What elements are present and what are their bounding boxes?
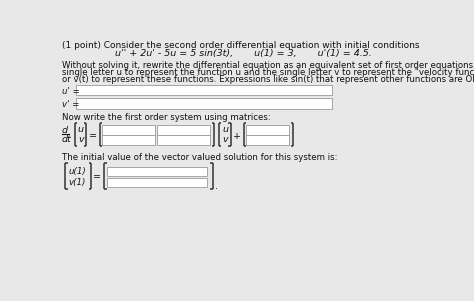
FancyBboxPatch shape — [76, 85, 332, 95]
FancyBboxPatch shape — [246, 135, 289, 145]
Text: u(1): u(1) — [69, 167, 86, 176]
Text: Now write the first order system using matrices:: Now write the first order system using m… — [62, 113, 270, 122]
Text: (1 point) Consider the second order differential equation with initial condition: (1 point) Consider the second order diff… — [62, 41, 419, 50]
Text: =: = — [89, 132, 97, 141]
FancyBboxPatch shape — [246, 126, 289, 135]
FancyBboxPatch shape — [102, 126, 155, 135]
Text: or v(t) to represent these functions. Expressions like sin(t) that represent oth: or v(t) to represent these functions. Ex… — [62, 75, 474, 84]
Text: =: = — [93, 172, 101, 182]
Text: v' =: v' = — [62, 100, 79, 109]
FancyBboxPatch shape — [76, 98, 332, 108]
Text: u: u — [78, 126, 84, 135]
Text: u' =: u' = — [62, 87, 80, 96]
Text: u'' + 2u' - 5u = 5 sin(3t),       u(1) = 3,       u'(1) = 4.5.: u'' + 2u' - 5u = 5 sin(3t), u(1) = 3, u'… — [115, 49, 371, 58]
Text: The initial value of the vector valued solution for this system is:: The initial value of the vector valued s… — [62, 153, 337, 162]
Text: v: v — [78, 135, 83, 144]
Text: v(1): v(1) — [69, 178, 86, 187]
Text: dt: dt — [62, 135, 71, 144]
Text: d: d — [62, 126, 68, 135]
Text: +: + — [233, 132, 241, 141]
FancyBboxPatch shape — [157, 135, 210, 145]
FancyBboxPatch shape — [107, 178, 207, 187]
Text: Without solving it, rewrite the differential equation as an equivalent set of fi: Without solving it, rewrite the differen… — [62, 61, 474, 70]
FancyBboxPatch shape — [157, 126, 210, 135]
Text: u: u — [222, 126, 228, 135]
Text: .: . — [215, 182, 218, 191]
FancyBboxPatch shape — [102, 135, 155, 145]
Text: single letter u to represent the function u and the single letter v to represent: single letter u to represent the functio… — [62, 68, 474, 77]
FancyBboxPatch shape — [107, 167, 207, 176]
Text: v: v — [222, 135, 228, 144]
